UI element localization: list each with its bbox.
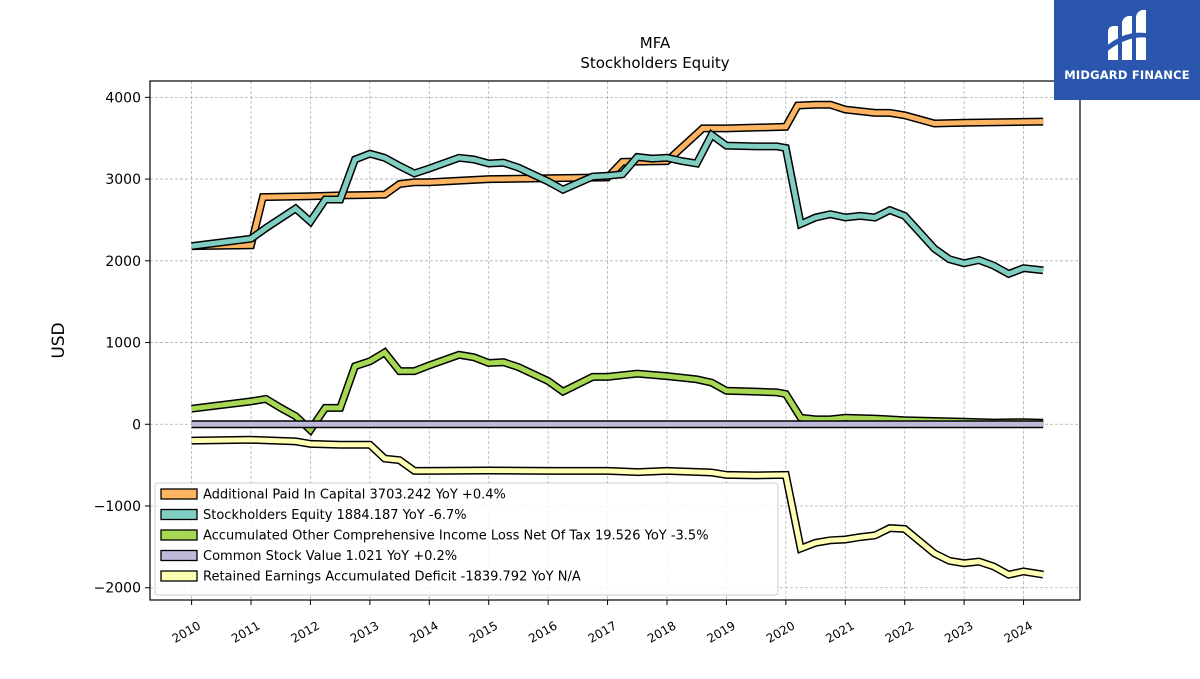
x-tick-label: 2014 — [407, 618, 440, 645]
legend-label-0: Additional Paid In Capital 3703.242 YoY … — [203, 488, 506, 503]
x-tick-label: 2010 — [170, 618, 203, 645]
x-tick-label: 2022 — [883, 618, 916, 645]
legend-swatch-2 — [160, 529, 198, 541]
series-line-1 — [191, 131, 1044, 277]
chart-subtitle: Stockholders Equity — [580, 54, 729, 72]
legend-label-3: Common Stock Value 1.021 YoY +0.2% — [203, 549, 457, 564]
x-tick-label: 2021 — [823, 618, 856, 645]
x-tick-label: 2019 — [704, 618, 737, 645]
legend-swatch-3 — [160, 549, 198, 562]
y-axis-label: USD — [49, 322, 69, 358]
x-tick-label: 2017 — [586, 618, 619, 645]
legend-box — [154, 482, 779, 596]
x-tick-label: 2015 — [467, 618, 500, 645]
y-tick-label: 3000 — [105, 172, 141, 188]
legend-label-1: Stockholders Equity 1884.187 YoY -6.7% — [203, 508, 467, 523]
legend-label-4: Retained Earnings Accumulated Deficit -1… — [203, 570, 581, 585]
legend-swatch-1 — [160, 508, 198, 521]
midgard-logo-icon — [1104, 10, 1150, 60]
x-tick-label: 2018 — [645, 618, 678, 645]
y-tick-label: −1000 — [94, 499, 141, 515]
legend-swatch-4 — [160, 570, 198, 582]
logo-text: MIDGARD FINANCE — [1064, 68, 1190, 82]
legend-swatch-0 — [160, 488, 198, 500]
x-tick-label: 2016 — [526, 618, 559, 645]
y-tick-label: 1000 — [105, 336, 141, 352]
y-tick-label: 4000 — [105, 90, 141, 106]
x-tick-label: 2011 — [229, 618, 262, 645]
x-tick-label: 2024 — [1002, 618, 1035, 645]
series-line-4 — [191, 437, 1044, 578]
x-tick-label: 2020 — [764, 618, 797, 645]
plot-frame — [149, 80, 1081, 601]
chart-title: MFA — [640, 34, 671, 52]
x-tick-label: 2023 — [942, 618, 975, 645]
x-tick-label: 2013 — [348, 618, 381, 645]
midgard-finance-logo: MIDGARD FINANCE — [1054, 0, 1200, 100]
legend-label-2: Accumulated Other Comprehensive Income L… — [203, 529, 709, 544]
y-tick-label: 2000 — [105, 254, 141, 270]
x-tick-label: 2012 — [288, 618, 321, 645]
series-line-2 — [191, 349, 1044, 434]
y-tick-label: −2000 — [94, 581, 141, 597]
y-tick-label: 0 — [132, 417, 141, 433]
